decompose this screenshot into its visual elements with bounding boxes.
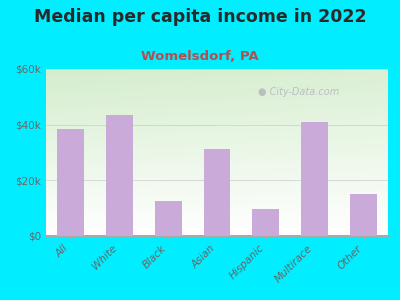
Bar	[301, 122, 328, 236]
Text: Womelsdorf, PA: Womelsdorf, PA	[141, 50, 259, 62]
Text: ● City-Data.com: ● City-Data.com	[258, 87, 339, 97]
Text: Median per capita income in 2022: Median per capita income in 2022	[34, 8, 366, 26]
Bar	[57, 129, 84, 236]
Bar	[252, 209, 279, 236]
Bar	[106, 115, 133, 236]
Bar	[350, 194, 377, 236]
Bar	[204, 149, 230, 236]
Bar	[155, 201, 182, 236]
